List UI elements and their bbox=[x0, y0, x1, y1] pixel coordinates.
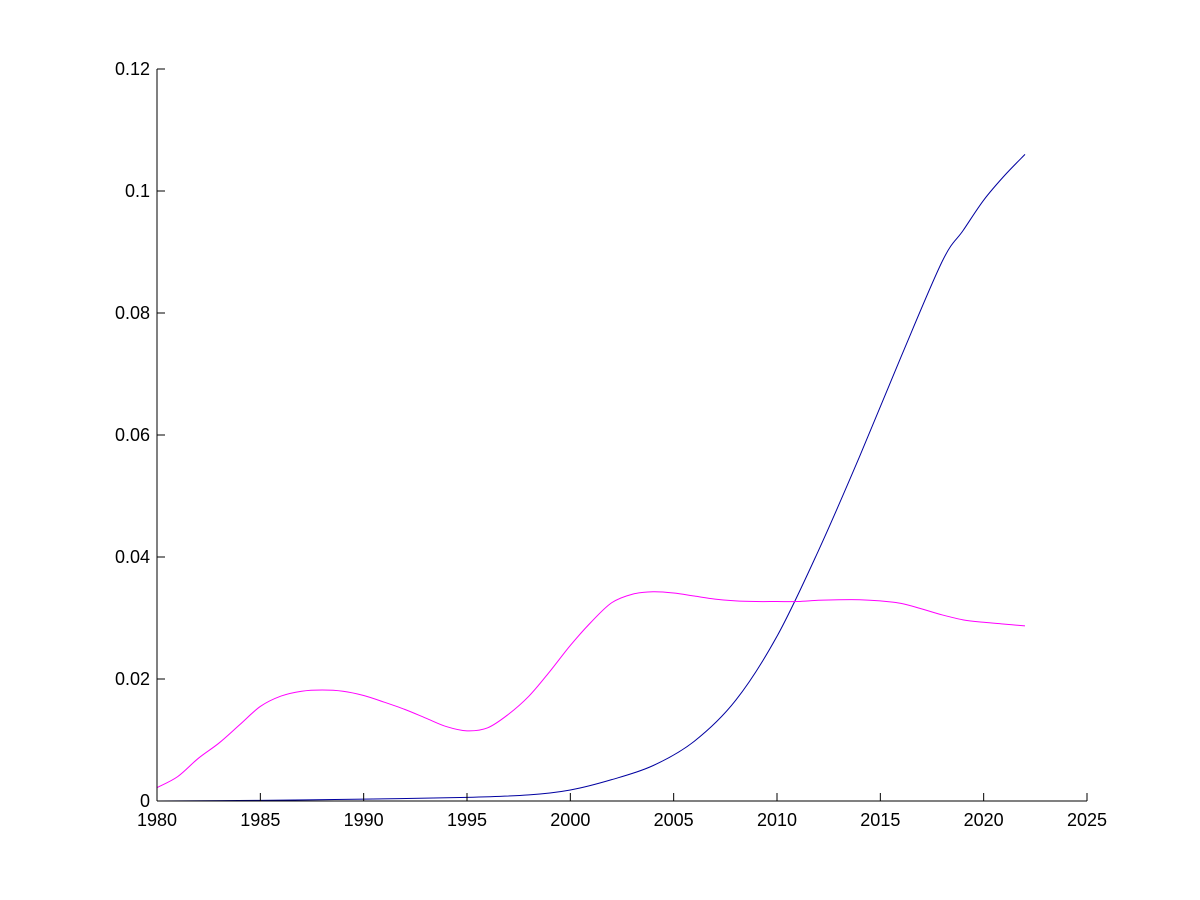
y-tick-label: 0.12 bbox=[115, 59, 150, 79]
x-tick-label: 1980 bbox=[137, 810, 177, 830]
plot-lines bbox=[156, 154, 1026, 802]
axes bbox=[156, 69, 1087, 802]
x-tick-label: 2020 bbox=[964, 810, 1004, 830]
x-axis-ticks: 1980 1985 1990 1995 2000 2005 2010 2015 2020 2025 bbox=[137, 793, 1107, 830]
y-tick-label: 0 bbox=[140, 791, 150, 811]
x-tick-label: 2000 bbox=[550, 810, 590, 830]
x-tick-label: 1995 bbox=[447, 810, 487, 830]
series-1-line bbox=[156, 154, 1026, 802]
y-tick-label: 0.04 bbox=[115, 547, 150, 567]
y-tick-label: 0.06 bbox=[115, 425, 150, 445]
x-tick-label: 2010 bbox=[757, 810, 797, 830]
x-tick-label: 2005 bbox=[654, 810, 694, 830]
x-tick-label: 2025 bbox=[1067, 810, 1107, 830]
series-2-line bbox=[156, 591, 1026, 789]
y-tick-label: 0.02 bbox=[115, 669, 150, 689]
y-tick-label: 0.1 bbox=[125, 181, 150, 201]
y-axis-ticks: 0 0.02 0.04 0.06 0.08 0.1 0.12 bbox=[115, 59, 165, 811]
x-tick-label: 1990 bbox=[344, 810, 384, 830]
x-tick-label: 2015 bbox=[860, 810, 900, 830]
x-tick-label: 1985 bbox=[240, 810, 280, 830]
y-tick-label: 0.08 bbox=[115, 303, 150, 323]
